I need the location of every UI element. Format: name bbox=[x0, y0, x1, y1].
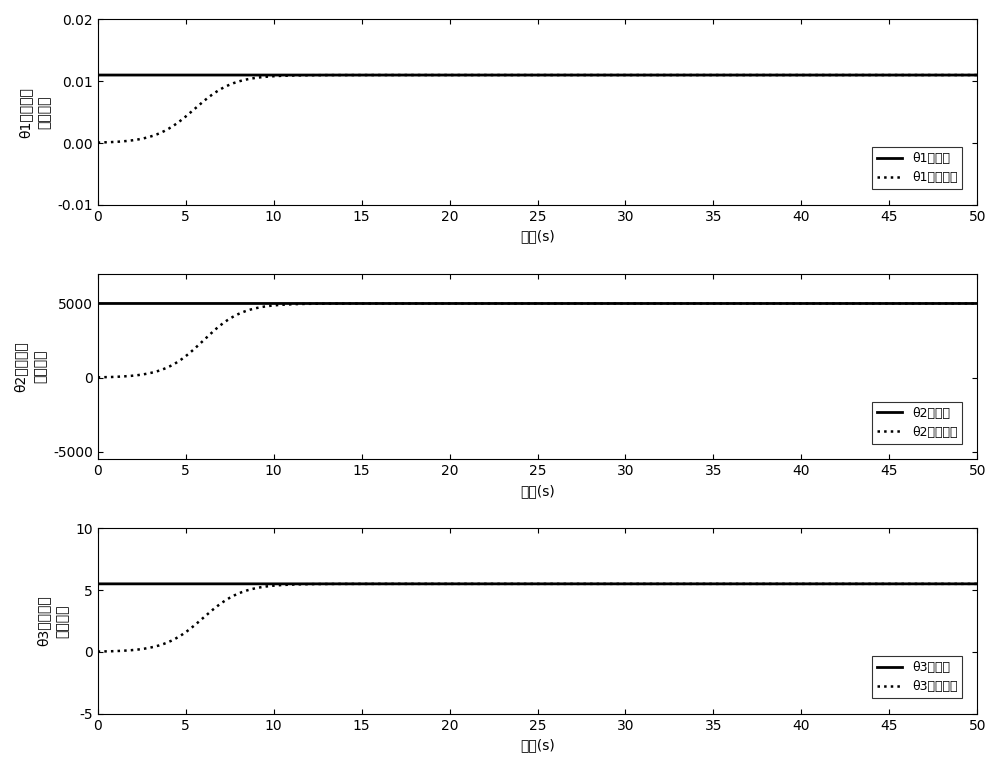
θ2的估计値 bbox=[664, 299, 676, 308]
θ1的真値 bbox=[664, 70, 676, 80]
θ1的真値 bbox=[251, 70, 263, 80]
θ3的估计値 bbox=[664, 579, 676, 588]
θ1的估计値 bbox=[971, 70, 983, 80]
θ2的真値 bbox=[971, 299, 983, 308]
θ2的估计値 bbox=[428, 299, 440, 308]
θ3的真値 bbox=[251, 579, 263, 588]
θ3的估计値 bbox=[971, 579, 983, 588]
Y-axis label: θ3的真値及
其估计値: θ3的真値及 其估计値 bbox=[36, 596, 70, 647]
θ1的真値 bbox=[815, 70, 827, 80]
X-axis label: 时间(s): 时间(s) bbox=[520, 738, 555, 752]
θ1的估计値 bbox=[907, 70, 919, 80]
θ2的真値 bbox=[815, 299, 827, 308]
θ2的估计値 bbox=[619, 299, 631, 308]
θ3的真値 bbox=[428, 579, 440, 588]
θ1的估计値 bbox=[619, 70, 631, 80]
θ3的估计値 bbox=[428, 579, 440, 588]
θ3的真値 bbox=[619, 579, 631, 588]
Line: θ3的估计値: θ3的估计値 bbox=[98, 584, 977, 652]
θ3的真値 bbox=[664, 579, 676, 588]
θ2的真値 bbox=[428, 299, 440, 308]
θ1的估计値 bbox=[748, 70, 760, 80]
θ2的真値 bbox=[664, 299, 676, 308]
θ1的估计値 bbox=[251, 73, 263, 82]
Y-axis label: θ1的真値及
其估计値: θ1的真値及 其估计値 bbox=[18, 87, 52, 138]
θ3的估计値 bbox=[815, 579, 827, 588]
θ1的真値 bbox=[971, 70, 983, 80]
θ2的估计値 bbox=[915, 299, 927, 308]
θ2的真値 bbox=[619, 299, 631, 308]
θ1的真値 bbox=[428, 70, 440, 80]
θ1的估计値 bbox=[92, 138, 104, 147]
Y-axis label: θ2的真値及
其估计値: θ2的真値及 其估计値 bbox=[14, 341, 47, 392]
θ1的真値 bbox=[748, 70, 760, 80]
θ1的真値 bbox=[619, 70, 631, 80]
θ3的估计値 bbox=[748, 579, 760, 588]
θ2的估计値 bbox=[815, 299, 827, 308]
θ3的估计値 bbox=[619, 579, 631, 588]
X-axis label: 时间(s): 时间(s) bbox=[520, 229, 555, 244]
θ3的真値 bbox=[92, 579, 104, 588]
Legend: θ3的真値, θ3的估计値: θ3的真値, θ3的估计値 bbox=[872, 656, 962, 698]
Legend: θ2的真値, θ2的估计値: θ2的真値, θ2的估计値 bbox=[872, 401, 962, 444]
θ1的估计値 bbox=[815, 70, 827, 80]
θ3的估计値 bbox=[915, 579, 927, 588]
θ1的估计値 bbox=[664, 70, 676, 80]
θ2的估计値 bbox=[748, 299, 760, 308]
Legend: θ1的真値, θ1的估计値: θ1的真値, θ1的估计値 bbox=[872, 147, 962, 189]
θ1的真値 bbox=[92, 70, 104, 80]
θ2的真値 bbox=[92, 299, 104, 308]
X-axis label: 时间(s): 时间(s) bbox=[520, 483, 555, 498]
θ3的真値 bbox=[748, 579, 760, 588]
θ3的估计値 bbox=[251, 583, 263, 592]
θ1的估计値 bbox=[428, 70, 440, 80]
θ3的真値 bbox=[971, 579, 983, 588]
θ2的估计値 bbox=[251, 303, 263, 313]
θ2的真値 bbox=[251, 299, 263, 308]
θ2的真値 bbox=[748, 299, 760, 308]
Line: θ1的估计値: θ1的估计値 bbox=[98, 75, 977, 142]
θ3的估计値 bbox=[92, 647, 104, 656]
θ3的真値 bbox=[815, 579, 827, 588]
Line: θ2的估计値: θ2的估计値 bbox=[98, 303, 977, 378]
θ2的估计値 bbox=[92, 373, 104, 382]
θ2的估计値 bbox=[971, 299, 983, 308]
